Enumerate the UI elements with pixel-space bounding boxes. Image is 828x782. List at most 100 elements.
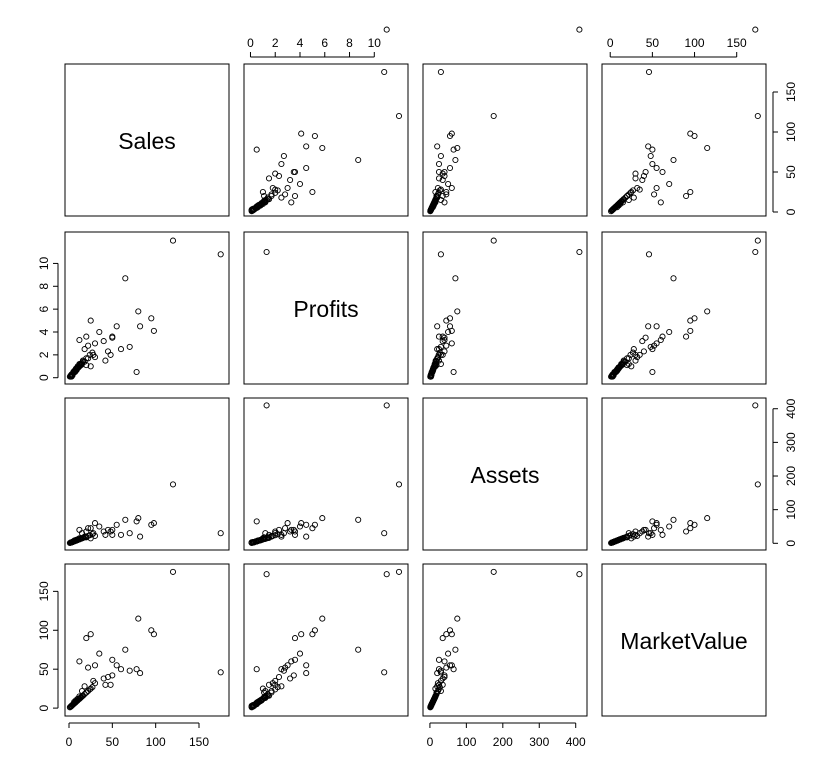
data-point [303,143,310,150]
data-point [89,684,96,691]
data-point [303,670,310,677]
data-point [443,342,450,349]
data-point [452,646,459,653]
data-point [443,664,450,671]
data-point [448,130,455,137]
panel-profits-marketvalue [601,231,767,385]
data-point [288,526,295,533]
tick-label: 2 [37,351,51,358]
tick-label: 0 [607,36,614,50]
data-point [428,371,435,378]
panel-marketvalue-assets [422,563,588,717]
data-point [81,346,88,353]
data-point [754,112,761,120]
data-point [439,635,446,642]
data-point [72,537,79,544]
data-point [645,143,652,150]
data-point [264,534,271,541]
data-point [490,112,497,120]
data-point [434,689,441,696]
data-point [280,667,287,674]
data-point [435,656,443,663]
data-point [446,627,454,634]
data-point [683,192,690,200]
data-point [439,170,446,177]
tick-label: 400 [566,735,586,749]
data-point [251,538,258,546]
data-point [752,26,759,33]
panel-frame [243,563,409,717]
data-point [91,354,99,361]
data-point [100,338,107,345]
data-point [639,338,646,345]
panel-frame [422,563,588,717]
data-point [452,275,459,282]
data-point [435,160,443,168]
tick-label: 150 [37,581,51,601]
data-point [622,194,629,201]
data-point [448,340,455,347]
tick-label: 0 [37,374,51,381]
data-point [435,666,443,673]
data-point [253,146,260,153]
data-point [311,521,318,528]
data-point [89,531,96,538]
data-point [309,188,316,196]
panel-assets-assets: Assets [422,397,588,551]
data-point [137,670,144,677]
data-point [81,683,88,690]
data-point [298,130,305,137]
data-point [291,168,299,176]
data-point [651,525,658,532]
panel-assets-sales [64,397,270,551]
data-point [432,358,439,365]
data-point [263,248,270,256]
data-point [91,662,99,669]
data-point [441,673,448,681]
data-point [86,532,93,539]
tick-label: 150 [189,735,209,749]
tick-label: 0 [784,208,798,215]
data-point [288,658,295,665]
panel-marketvalue-sales [64,563,270,717]
data-point [282,191,289,198]
tick-label: 150 [784,82,798,102]
data-point [291,531,299,538]
data-point [381,669,388,676]
data-point [81,691,88,698]
data-point [117,531,125,538]
panel-frame [422,63,588,217]
data-point [89,349,96,356]
data-point [752,248,759,256]
axis-top-marketvalue: 0 50 100 150 [607,36,747,58]
data-point [135,615,142,622]
data-point [687,188,694,196]
data-point [169,481,177,488]
data-point [100,675,107,682]
data-point [620,534,627,541]
panel-frame [64,397,230,551]
data-point [122,646,129,653]
data-point [282,664,289,671]
tick-label: 100 [784,499,798,519]
data-point [639,176,646,184]
data-point [280,152,287,160]
tick-label: 4 [37,328,51,335]
data-point [666,180,673,188]
data-point [610,205,617,212]
data-point [645,530,653,537]
data-point [76,695,83,702]
data-point [490,237,497,244]
data-point [445,180,452,188]
data-point [629,531,637,538]
data-point [666,328,673,336]
axis-left-marketvalue: 0 50 100 150 [37,581,59,711]
tick-label: 100 [784,122,798,142]
data-point [383,402,390,409]
data-point [296,650,304,657]
data-point [148,315,155,322]
data-point [617,536,624,543]
data-point [381,530,388,537]
variable-label: Assets [470,462,539,488]
